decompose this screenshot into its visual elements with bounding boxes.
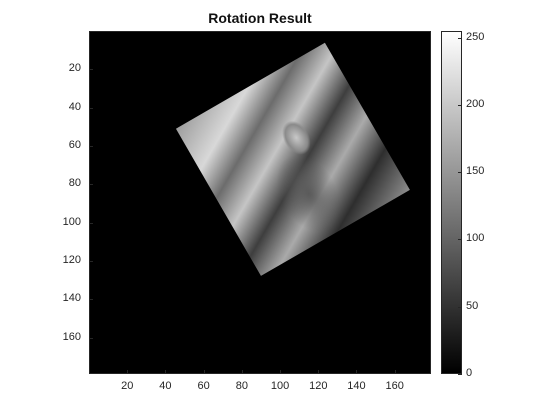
y-tick-mark (89, 261, 93, 262)
x-tick-label: 160 (380, 380, 410, 392)
plot-title: Rotation Result (89, 10, 431, 26)
x-tick-mark (395, 370, 396, 374)
colorbar-tick-label: 150 (466, 165, 484, 177)
x-tick-label: 140 (341, 380, 371, 392)
x-tick-mark (242, 370, 243, 374)
colorbar-tick-mark (458, 374, 462, 375)
y-tick-label: 120 (51, 254, 81, 266)
x-tick-mark (204, 370, 205, 374)
y-tick-label: 140 (51, 292, 81, 304)
rotated-image (176, 43, 410, 276)
colorbar-tick-mark (458, 307, 462, 308)
colorbar-tick-mark (458, 239, 462, 240)
y-tick-mark (89, 146, 93, 147)
y-tick-mark (89, 299, 93, 300)
y-tick-mark (89, 223, 93, 224)
y-tick-label: 60 (51, 139, 81, 151)
colorbar-tick-label: 0 (466, 367, 472, 379)
colorbar-tick-label: 100 (466, 232, 484, 244)
y-tick-mark (89, 69, 93, 70)
colorbar-tick-label: 50 (466, 300, 478, 312)
x-tick-label: 100 (265, 380, 295, 392)
colorbar (441, 31, 462, 374)
y-tick-mark (89, 338, 93, 339)
x-tick-mark (318, 370, 319, 374)
y-tick-mark (89, 108, 93, 109)
image-axes[interactable] (89, 31, 431, 374)
colorbar-tick-mark (458, 38, 462, 39)
y-tick-label: 100 (51, 216, 81, 228)
y-tick-label: 40 (51, 101, 81, 113)
x-tick-label: 80 (227, 380, 257, 392)
y-tick-mark (89, 184, 93, 185)
y-tick-label: 160 (51, 331, 81, 343)
colorbar-tick-mark (458, 172, 462, 173)
x-tick-label: 20 (112, 380, 142, 392)
x-tick-label: 60 (189, 380, 219, 392)
y-tick-label: 80 (51, 177, 81, 189)
x-tick-label: 40 (150, 380, 180, 392)
x-tick-mark (356, 370, 357, 374)
x-tick-mark (280, 370, 281, 374)
colorbar-tick-label: 250 (466, 31, 484, 43)
colorbar-tick-mark (458, 105, 462, 106)
x-tick-label: 120 (303, 380, 333, 392)
colorbar-tick-label: 200 (466, 98, 484, 110)
x-tick-mark (165, 370, 166, 374)
y-tick-label: 20 (51, 62, 81, 74)
x-tick-mark (127, 370, 128, 374)
